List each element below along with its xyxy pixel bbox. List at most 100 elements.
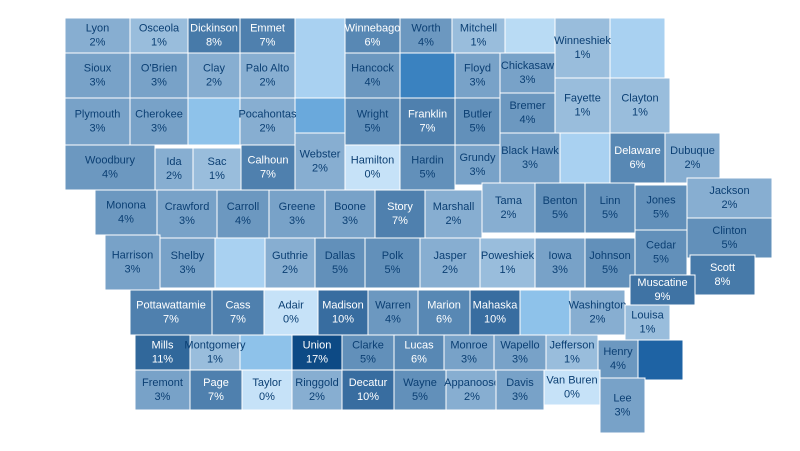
- county-name: Muscatine: [637, 277, 687, 289]
- county-value: 17%: [306, 353, 328, 365]
- county-value: 2%: [166, 170, 182, 182]
- county: [344, 17, 401, 54]
- county-value: 3%: [615, 406, 631, 418]
- county-value: 5%: [420, 168, 436, 180]
- county: [324, 189, 376, 239]
- county-value: 1%: [207, 353, 223, 365]
- county: [499, 52, 556, 94]
- county-name: Sioux: [84, 62, 112, 74]
- county: [599, 377, 646, 434]
- county-value: 5%: [602, 209, 618, 221]
- county: [264, 237, 316, 289]
- county-name: Dubuque: [670, 145, 715, 157]
- county: [129, 289, 213, 336]
- county-value: 2%: [501, 209, 517, 221]
- county-value: 2%: [282, 264, 298, 276]
- county: [341, 369, 395, 411]
- county-value: 1%: [575, 49, 591, 61]
- county-name: Guthrie: [272, 250, 308, 262]
- county-value: 2%: [722, 199, 738, 211]
- county-value: 7%: [260, 168, 276, 180]
- county-name: Clinton: [712, 225, 746, 237]
- county-name: Wright: [357, 108, 389, 120]
- county-value: 3%: [461, 353, 477, 365]
- county-name: Pottawattamie: [136, 299, 206, 311]
- county-name: Louisa: [631, 309, 664, 321]
- county-name: Floyd: [464, 62, 491, 74]
- county-value: 7%: [208, 391, 224, 403]
- county-name: Jasper: [433, 250, 466, 262]
- county-name: Winneshiek: [554, 35, 611, 47]
- county: [364, 237, 421, 289]
- county: [597, 339, 639, 379]
- county-value: 4%: [118, 213, 134, 225]
- county-name: Palo Alto: [246, 62, 289, 74]
- county-name: Poweshiek: [481, 250, 535, 262]
- county-name: Taylor: [252, 377, 282, 389]
- county-name: Osceola: [139, 22, 180, 34]
- county-value: 4%: [418, 36, 434, 48]
- county-name: Union: [303, 339, 332, 351]
- county-name: Marshall: [433, 201, 475, 213]
- county-name: Bremer: [509, 100, 545, 112]
- county: [499, 132, 561, 184]
- county-value: 1%: [209, 170, 225, 182]
- county-value: 1%: [500, 264, 516, 276]
- county-name: Cedar: [646, 239, 676, 251]
- county-value: 0%: [259, 391, 275, 403]
- county-value: 3%: [520, 74, 536, 86]
- county-value: 5%: [653, 253, 669, 265]
- county: [64, 17, 131, 54]
- county: [314, 237, 366, 289]
- county-value: 4%: [235, 215, 251, 227]
- county-name: Mills: [152, 339, 174, 351]
- county-name: Van Buren: [546, 374, 597, 386]
- county-name: Benton: [543, 195, 578, 207]
- county-value: 3%: [512, 353, 528, 365]
- county: [134, 369, 191, 411]
- county: [481, 182, 536, 234]
- county: [451, 17, 506, 54]
- county: [291, 334, 343, 371]
- county: [240, 144, 296, 191]
- county-name: Ida: [166, 156, 182, 168]
- county-name: Boone: [334, 201, 366, 213]
- county: [554, 17, 611, 79]
- county-value: 3%: [512, 391, 528, 403]
- county: [129, 17, 189, 54]
- county-value: 5%: [722, 239, 738, 251]
- county-name: Jones: [646, 194, 676, 206]
- county-value: 3%: [180, 264, 196, 276]
- county-name: Hamilton: [351, 154, 394, 166]
- county-name: Henry: [603, 346, 633, 358]
- county: [454, 144, 501, 186]
- county-value: 3%: [155, 391, 171, 403]
- county-value: 10%: [484, 313, 506, 325]
- county-value: 0%: [564, 388, 580, 400]
- county: [443, 334, 495, 371]
- county-value: 1%: [564, 353, 580, 365]
- county-name: Woodbury: [85, 154, 135, 166]
- county-value: 2%: [260, 122, 276, 134]
- county-name: Fremont: [142, 377, 183, 389]
- county-name: Adair: [278, 299, 304, 311]
- county-value: 5%: [552, 209, 568, 221]
- county-value: 2%: [446, 215, 462, 227]
- county-value: 4%: [365, 76, 381, 88]
- county-value: 6%: [436, 313, 452, 325]
- county-value: 9%: [655, 291, 671, 303]
- county: [634, 229, 688, 276]
- county-value: 7%: [392, 215, 408, 227]
- county-value: 1%: [151, 36, 167, 48]
- county: [417, 289, 471, 336]
- county-name: Monona: [106, 199, 147, 211]
- county: [344, 52, 401, 99]
- county-value: 7%: [420, 122, 436, 134]
- county: [399, 97, 456, 146]
- county-value: 3%: [470, 166, 486, 178]
- county-value: 1%: [575, 106, 591, 118]
- county-value: 2%: [442, 264, 458, 276]
- county-value: 0%: [283, 313, 299, 325]
- county-value: 3%: [470, 76, 486, 88]
